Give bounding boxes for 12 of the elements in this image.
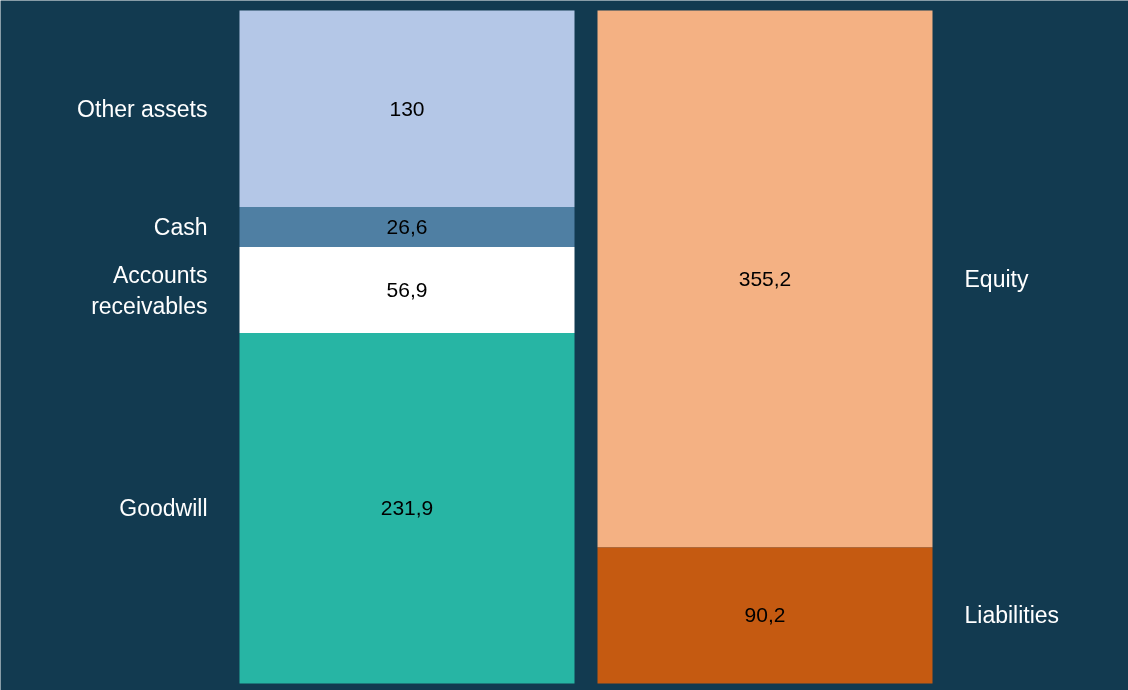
data-label: 90,2 — [744, 603, 786, 627]
series-label: Other assets — [77, 95, 208, 122]
data-label: 130 — [389, 96, 425, 120]
series-label: Cash — [153, 214, 208, 241]
series-label: Goodwill — [119, 495, 208, 522]
data-label: 355,2 — [738, 266, 792, 290]
series-label: Equity — [964, 265, 1029, 292]
series-label: Accounts receivables — [91, 261, 208, 319]
series-label: Liabilities — [964, 602, 1060, 629]
data-label: 26,6 — [386, 215, 428, 239]
data-label: 231,9 — [380, 496, 434, 520]
data-label: 56,9 — [386, 278, 428, 302]
